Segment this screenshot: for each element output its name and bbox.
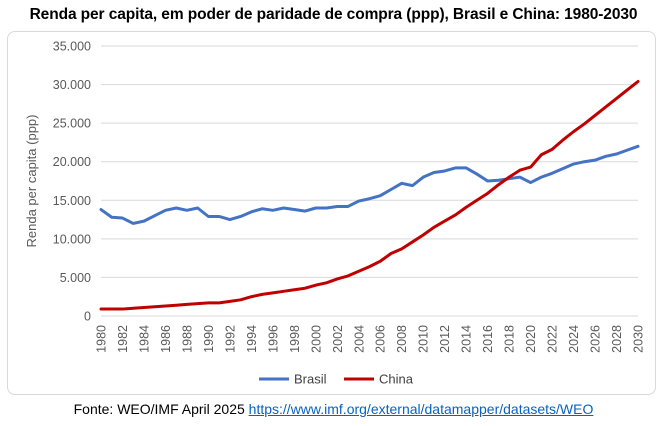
series-line-china bbox=[99, 79, 640, 311]
x-tick-label: 1994 bbox=[245, 325, 259, 353]
source-prefix: Fonte: WEO/IMF April 2025 bbox=[73, 401, 249, 417]
source-link[interactable]: https://www.imf.org/external/datamapper/… bbox=[248, 401, 594, 417]
x-tick-label: 2016 bbox=[481, 325, 495, 353]
x-tick-label: 1988 bbox=[180, 325, 194, 353]
y-tick-label: 30.000 bbox=[53, 78, 91, 92]
x-tick-label: 2004 bbox=[352, 325, 366, 353]
y-tick-label: 5.000 bbox=[60, 271, 91, 285]
x-tick-label: 2026 bbox=[589, 325, 603, 353]
y-tick-label: 35.000 bbox=[53, 40, 91, 54]
x-tick-label: 2030 bbox=[632, 325, 646, 353]
x-tick-label: 1982 bbox=[116, 325, 130, 353]
x-tick-label: 2014 bbox=[460, 325, 474, 353]
x-tick-label: 1992 bbox=[223, 325, 237, 353]
y-tick-label: 0 bbox=[84, 310, 91, 324]
x-tick-label: 2022 bbox=[546, 325, 560, 353]
y-tick-label: 25.000 bbox=[53, 117, 91, 131]
x-tick-label: 1986 bbox=[159, 325, 173, 353]
legend-label-china: China bbox=[379, 372, 414, 387]
x-tick-label: 1984 bbox=[137, 325, 151, 353]
x-tick-label: 1998 bbox=[288, 325, 302, 353]
y-tick-label: 10.000 bbox=[53, 232, 91, 246]
x-tick-label: 2006 bbox=[374, 325, 388, 353]
x-tick-label: 2010 bbox=[417, 325, 431, 353]
y-tick-labels: 0 5.000 10.000 15.000 20.000 25.000 30.000 35.0… bbox=[53, 40, 91, 324]
y-tick-label: 20.000 bbox=[53, 155, 91, 169]
x-tick-label: 1980 bbox=[95, 325, 109, 353]
y-axis-label: Renda per capita (ppp) bbox=[24, 115, 39, 248]
x-tick-label: 2028 bbox=[610, 325, 624, 353]
chart-title: Renda per capita, em poder de paridade d… bbox=[29, 6, 638, 23]
source-note: Fonte: WEO/IMF April 2025 https://www.im… bbox=[0, 401, 667, 417]
gridlines bbox=[101, 45, 638, 278]
legend-label-brasil: Brasil bbox=[294, 372, 327, 387]
legend: Brasil China bbox=[259, 372, 414, 387]
x-tick-labels: 1980 1982 1984 1986 1988 1990 1992 1994 1996 1998… bbox=[95, 325, 646, 353]
series-line-brasil bbox=[99, 144, 640, 225]
x-tick-label: 1990 bbox=[202, 325, 216, 353]
series-lines bbox=[99, 79, 640, 311]
x-tick-label: 2008 bbox=[395, 325, 409, 353]
x-tick-label: 2024 bbox=[567, 325, 581, 353]
x-tick-label: 2002 bbox=[331, 325, 345, 353]
x-tick-label: 2020 bbox=[524, 325, 538, 353]
x-tick-label: 2018 bbox=[503, 325, 517, 353]
y-tick-label: 15.000 bbox=[53, 194, 91, 208]
x-tick-label: 2012 bbox=[438, 325, 452, 353]
chart-frame bbox=[7, 31, 656, 395]
x-tick-label: 1996 bbox=[266, 325, 280, 353]
x-tick-label: 2000 bbox=[309, 325, 323, 353]
